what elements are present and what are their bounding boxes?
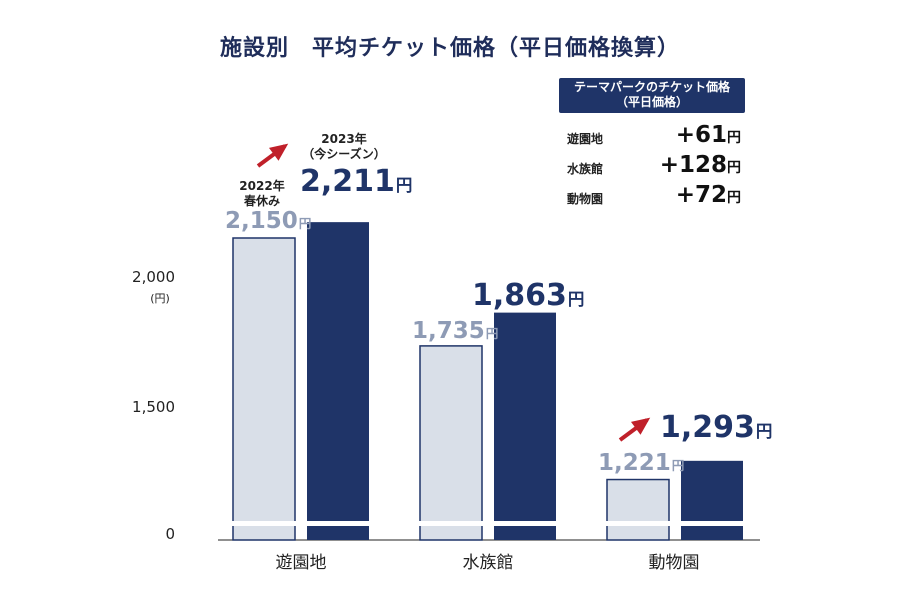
diff-box-header: テーマパークのチケット価格 （平日価格）: [559, 78, 745, 113]
axis-break-mark: [305, 521, 371, 526]
curr-note-season: （今シーズン）: [302, 147, 386, 161]
trend-arrow-zoo-head: [630, 417, 651, 435]
value-label-prev-aquarium: 1,735円: [412, 318, 499, 344]
bar-prev-0: [232, 237, 296, 541]
chart-title: 施設別 平均チケット価格（平日価格換算）: [219, 36, 680, 61]
bar-prev-2: [606, 478, 670, 541]
y-tick-1500: 1,500: [132, 398, 175, 416]
value-label-curr-zoo: 1,293円: [660, 410, 773, 445]
y-tick-2000: 2,000: [132, 268, 175, 286]
axis-break-mark: [605, 521, 671, 526]
axis-break-mark: [492, 521, 558, 526]
y-axis-unit: (円): [150, 292, 170, 305]
value-label-prev-zoo: 1,221円: [598, 450, 685, 476]
value-label-prev-amusement: 2,150円: [225, 208, 312, 234]
diff-row-value: +128円: [659, 152, 741, 178]
axis-break-mark: [418, 521, 484, 526]
value-label-curr-amusement: 2,211円: [300, 164, 413, 199]
trend-arrow-amusement-head: [268, 143, 289, 161]
bar-curr-2: [681, 460, 743, 540]
axis-break-mark: [231, 521, 297, 526]
bar-curr-1: [494, 312, 556, 540]
category-label-aquarium: 水族館: [462, 553, 514, 573]
bar-prev-1: [419, 345, 483, 541]
diff-row-zoo: 動物園 +72円: [567, 182, 747, 208]
category-label-amusement: 遊園地: [275, 553, 327, 573]
y-tick-0: 0: [165, 525, 175, 543]
diff-row-name: 動物園: [567, 192, 604, 206]
prev-note-year: 2022年: [239, 179, 285, 193]
prev-note-season: 春休み: [243, 194, 280, 208]
bar-curr-0: [307, 222, 369, 540]
category-label-zoo: 動物園: [648, 553, 700, 573]
diff-row-name: 水族館: [567, 162, 604, 176]
diff-box-title: テーマパークのチケット価格: [573, 80, 730, 94]
diff-box-subtitle: （平日価格）: [615, 95, 688, 109]
diff-row-value: +61円: [675, 122, 741, 148]
curr-note: 2023年 （今シーズン）: [294, 132, 394, 162]
diff-row-name: 遊園地: [567, 132, 604, 146]
prev-note: 2022年 春休み: [222, 179, 302, 209]
diff-row-amusement: 遊園地 +61円: [567, 122, 747, 148]
diff-row-aquarium: 水族館 +128円: [567, 152, 747, 178]
axis-break-mark: [679, 521, 745, 526]
curr-note-year: 2023年: [321, 132, 367, 146]
value-label-curr-aquarium: 1,863円: [472, 278, 585, 313]
diff-row-value: +72円: [675, 182, 741, 208]
